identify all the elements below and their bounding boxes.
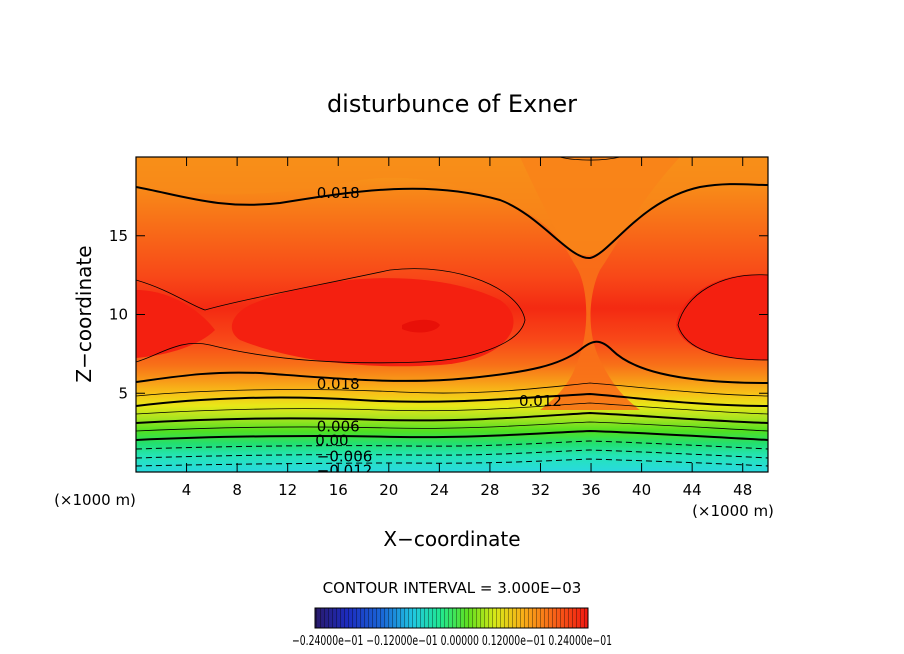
contour-lines-thick xyxy=(136,183,768,441)
x-tick-label: 16 xyxy=(329,481,348,499)
colorbar-ticks xyxy=(315,608,588,628)
colorbar-frame xyxy=(314,607,589,629)
contour-label: 0.006 xyxy=(317,417,360,435)
red-core-right xyxy=(676,274,768,361)
contour-label: 0.012 xyxy=(519,392,562,410)
upper-band xyxy=(136,157,768,256)
red-core-center-inner xyxy=(402,319,440,333)
x-unit-right: (×1000 m) xyxy=(692,502,774,520)
contour-label: 0.018 xyxy=(317,375,360,393)
x-tick-label: 36 xyxy=(581,481,600,499)
contour-interval: CONTOUR INTERVAL = 3.000E−03 xyxy=(323,579,582,597)
contour-lines-negative xyxy=(136,440,768,467)
x-tick-label: 24 xyxy=(430,481,449,499)
colorbar: −0.24000e−01 −0.12000e−01 0.00000 0.1200… xyxy=(292,607,612,649)
y-axis: 5 10 15 xyxy=(109,227,768,402)
contour-label: 0.00 xyxy=(315,432,348,450)
chart-title: disturbunce of Exner xyxy=(327,90,577,118)
x-tick-label: 20 xyxy=(379,481,398,499)
contour-label: −0.006 xyxy=(317,447,373,465)
x-tick-label: 8 xyxy=(232,481,242,499)
y-tick-label: 10 xyxy=(109,306,128,324)
x-tick-label: 4 xyxy=(182,481,192,499)
x-tick-label: 48 xyxy=(733,481,752,499)
contour-lines-thin xyxy=(136,157,768,432)
colorbar-labels: −0.24000e−01 −0.12000e−01 0.00000 0.1200… xyxy=(292,634,612,649)
x-tick-label: 44 xyxy=(683,481,702,499)
x-tick-label: 40 xyxy=(632,481,651,499)
x-axis-label: X−coordinate xyxy=(383,527,520,551)
y-tick-label: 15 xyxy=(109,227,128,245)
red-core-center xyxy=(231,278,514,367)
x-unit-left: (×1000 m) xyxy=(54,491,136,509)
x-tick-label: 12 xyxy=(278,481,297,499)
x-tick-label: 28 xyxy=(480,481,499,499)
x-tick-label: 32 xyxy=(531,481,550,499)
red-core-left xyxy=(136,290,215,358)
contour-label: −0.012 xyxy=(317,461,373,479)
x-axis: 4 8 12 16 20 24 28 32 36 40 44 48 xyxy=(182,157,752,499)
contour-label: 0.018 xyxy=(317,184,360,202)
y-tick-label: 5 xyxy=(118,384,128,402)
y-axis-label: Z−coordinate xyxy=(72,245,96,382)
